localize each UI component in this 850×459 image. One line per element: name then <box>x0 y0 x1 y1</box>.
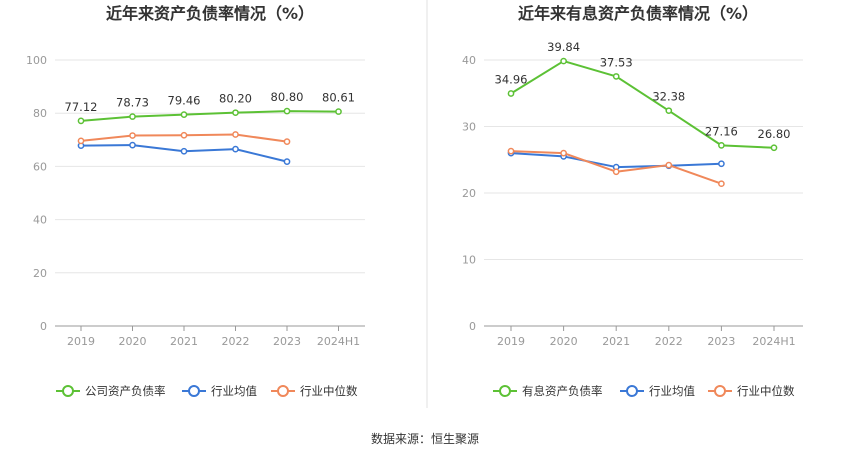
data-point <box>232 109 239 117</box>
x-tick-label: 2019 <box>497 335 525 348</box>
data-point <box>718 160 725 168</box>
data-label: 27.16 <box>705 124 738 138</box>
data-point <box>180 147 188 155</box>
data-label: 39.84 <box>547 40 580 54</box>
y-tick-label: 100 <box>26 54 47 67</box>
legend-marker-circle <box>626 385 638 397</box>
x-tick-label: 2020 <box>119 335 147 348</box>
data-label: 77.12 <box>65 100 98 114</box>
legend-label: 行业均值 <box>649 384 695 398</box>
data-label: 34.96 <box>495 73 528 87</box>
data-point <box>335 108 342 115</box>
chart-panel-interest-bearing-debt-ratio: 近年来有息资产负债率情况（%） 0 10 20 30 40 2019 2020 2021 2022… <box>462 4 803 398</box>
chart-title: 近年来有息资产负债率情况（%） <box>518 4 758 23</box>
data-label: 79.46 <box>168 94 201 108</box>
y-tick-label: 80 <box>33 107 47 120</box>
chart-title: 近年来资产负债率情况（%） <box>106 4 314 23</box>
chart-panel-debt-ratio: 近年来资产负债率情况（%） 0 20 40 60 80 100 2019 2020 2021 202… <box>26 4 365 398</box>
data-point <box>232 145 239 153</box>
data-point <box>665 161 673 169</box>
data-source-note: 数据来源：恒生聚源 <box>371 431 479 446</box>
y-tick-label: 40 <box>462 54 476 67</box>
data-point <box>507 90 515 97</box>
data-point <box>718 142 725 149</box>
data-point <box>283 107 291 115</box>
x-tick-label: 2021 <box>170 335 198 348</box>
x-tick-label: 2022 <box>222 335 250 348</box>
x-tick-label: 2023 <box>273 335 301 348</box>
y-tick-label: 20 <box>33 267 47 280</box>
data-point <box>283 138 291 146</box>
legend-marker-circle <box>188 385 200 397</box>
legend-label: 行业中位数 <box>300 384 358 398</box>
data-label: 37.53 <box>600 55 633 69</box>
y-tick-label: 30 <box>462 121 476 134</box>
legend-label: 公司资产负债率 <box>85 384 166 398</box>
data-point <box>180 111 188 118</box>
data-point <box>612 73 620 80</box>
data-label: 32.38 <box>652 90 685 104</box>
data-point <box>77 117 85 125</box>
data-point <box>560 149 567 157</box>
data-point <box>129 132 136 139</box>
x-tick-label: 2023 <box>707 335 735 348</box>
y-tick-label: 0 <box>40 320 47 333</box>
data-point <box>507 147 515 155</box>
data-point <box>665 107 673 115</box>
data-point <box>129 113 136 120</box>
data-point <box>718 180 725 188</box>
x-tick-label: 2022 <box>655 335 683 348</box>
data-label: 26.80 <box>758 127 791 141</box>
data-point <box>283 158 291 165</box>
legend-label: 有息资产负债率 <box>522 384 603 398</box>
data-point <box>180 131 188 139</box>
x-tick-label: 2019 <box>67 335 95 348</box>
legend-label: 行业中位数 <box>737 384 795 398</box>
data-label: 80.20 <box>219 92 252 106</box>
data-point <box>560 57 567 65</box>
y-tick-label: 40 <box>33 214 47 227</box>
data-label: 78.73 <box>116 96 149 110</box>
data-point <box>77 137 85 145</box>
data-point <box>232 131 239 138</box>
series-line <box>510 60 775 149</box>
legend-marker-circle <box>62 385 74 397</box>
legend-label: 行业均值 <box>211 384 257 398</box>
y-tick-label: 0 <box>469 320 476 333</box>
legend-marker-circle <box>714 385 726 397</box>
series-line <box>80 110 339 122</box>
data-label: 80.80 <box>271 90 304 104</box>
y-tick-label: 20 <box>462 187 476 200</box>
data-point <box>770 144 778 152</box>
x-tick-label: 2020 <box>550 335 578 348</box>
legend-marker-circle <box>277 385 289 397</box>
x-tick-label: 2021 <box>602 335 630 348</box>
data-point <box>129 141 136 149</box>
x-tick-label: 2024H1 <box>752 335 795 348</box>
y-tick-label: 10 <box>462 254 476 267</box>
data-point <box>612 168 620 176</box>
legend-marker-circle <box>499 385 511 397</box>
x-tick-label: 2024H1 <box>317 335 360 348</box>
data-label: 80.61 <box>322 91 355 105</box>
y-tick-label: 60 <box>33 160 47 173</box>
